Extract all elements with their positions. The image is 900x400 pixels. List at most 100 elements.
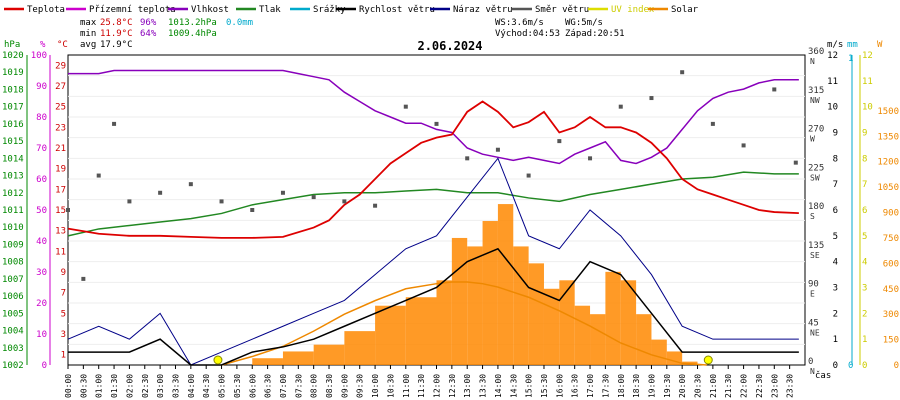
axis-press-tick-2: 1004 [2,327,24,337]
axis-solar-tick-6: 900 [883,209,899,219]
axis-wind-tick-0: 0 [833,361,838,371]
axis-solar-unit: W [877,40,883,50]
axis-uv-tick-7: 7 [862,180,867,190]
axis-temp-tick-10: 21 [55,144,66,154]
x-tick-label-37: 18:30 [632,374,641,398]
wind-direction-point-4 [127,199,132,204]
x-tick-label-18: 09:00 [340,374,349,398]
axis-wind-tick-7: 7 [833,180,838,190]
axis-uv-tick-1: 1 [862,335,867,345]
solar-bar-17 [590,314,606,365]
solar-bar-4 [344,331,376,365]
x-tick-label-3: 01:30 [110,374,119,398]
wind-direction-point-21 [649,96,654,101]
axis-dir-label-1: NE [810,328,820,337]
axis-dir-label-7: NW [810,96,820,105]
legend-label-6: Náraz větru [453,5,513,15]
axis-hum-unit: % [40,40,46,50]
axis-temp-tick-2: 5 [61,309,66,319]
axis-dir-tick-7: 315 [808,86,824,96]
axis-hum-tick-2: 20 [36,299,47,309]
axis-temp-tick-14: 29 [55,61,66,71]
solar-bar-3 [313,344,345,365]
wind-direction-point-25 [772,87,777,92]
axis-press-tick-4: 1006 [2,292,24,302]
x-tick-label-36: 18:00 [617,374,626,398]
axis-solar-tick-8: 1200 [877,158,899,168]
x-tick-label-11: 05:30 [233,374,242,398]
wind-direction-point-10 [311,195,316,200]
x-tick-label-38: 19:00 [647,374,656,398]
sun-marker-0 [213,355,223,365]
axis-uv-tick-0: 0 [862,361,867,371]
axis-temp-tick-1: 3 [61,330,66,340]
axis-press-tick-1: 1003 [2,344,24,354]
wind-direction-point-26 [793,160,798,165]
axis-dir-tick-8: 360 [808,47,824,57]
x-tick-label-6: 03:00 [156,374,165,398]
solar-bar-12 [513,246,529,365]
stat-min-press: 1009.4hPa [168,29,217,39]
stat-max-press: 1013.2hPa [168,18,217,28]
axis-wind-tick-8: 8 [833,154,838,164]
wind-info-wg: WG:5m/s [565,18,603,28]
axis-press-tick-6: 1008 [2,258,24,268]
stat-max-label: max [80,18,97,28]
solar-bar-14 [543,288,560,365]
axis-wind-tick-4: 4 [833,258,838,268]
axis-temp-tick-12: 25 [55,103,66,113]
axis-wind-tick-3: 3 [833,284,838,294]
axis-press-tick-18: 1020 [2,51,24,61]
axis-wind-tick-2: 2 [833,309,838,319]
stat-max-rain: 0.0mm [226,18,253,28]
x-tick-label-30: 15:00 [525,374,534,398]
x-tick-label-35: 17:30 [601,374,610,398]
solar-line [221,281,707,366]
axis-dir-label-6: W [810,135,815,144]
wind-direction-point-2 [96,173,101,178]
axis-temp-tick-3: 7 [61,289,66,299]
x-tick-label-26: 13:00 [463,374,472,398]
solar-bar-2 [282,351,314,365]
axis-uv-tick-8: 8 [862,154,867,164]
axis-hum-tick-6: 60 [36,175,47,185]
axis-hum-tick-1: 10 [36,330,47,340]
chart-title: 2.06.2024 [417,39,482,53]
axis-dir-label-0: N [810,367,815,376]
axis-wind-tick-5: 5 [833,232,838,242]
axis-wind-tick-1: 1 [833,335,838,345]
axis-hum-tick-8: 80 [36,113,47,123]
axis-press-tick-12: 1014 [2,154,24,164]
axis-solar-tick-3: 450 [883,285,899,295]
wind-direction-point-11 [342,199,347,204]
axis-press-tick-8: 1010 [2,223,24,233]
axis-dir-tick-1: 45 [808,318,819,328]
x-tick-label-31: 15:30 [540,374,549,398]
wind-direction-point-24 [741,143,746,148]
sun-marker-1 [703,355,713,365]
solar-bar-18 [605,271,621,365]
axis-hum-tick-9: 90 [36,82,47,92]
stat-min-label: min [80,29,96,39]
wind-direction-point-14 [434,121,439,126]
wind-direction-point-8 [250,208,255,212]
x-tick-label-7: 03:30 [171,374,180,398]
axis-wind-tick-12: 12 [827,51,838,61]
x-tick-label-43: 21:30 [724,374,733,398]
x-tick-label-21: 10:30 [386,374,395,398]
wind-direction-point-18 [557,139,562,144]
axis-press-tick-10: 1012 [2,189,24,199]
x-tick-label-24: 12:00 [433,374,442,398]
axis-uv-tick-10: 10 [862,103,873,113]
axis-dir-tick-5: 225 [808,163,824,173]
x-tick-label-13: 06:30 [264,374,273,398]
axis-press-tick-16: 1018 [2,85,24,95]
solar-bar-13 [528,263,544,365]
x-tick-label-9: 04:30 [202,374,211,398]
axis-solar-tick-7: 1050 [877,183,899,193]
axis-press-tick-3: 1005 [2,309,24,319]
axis-press-tick-15: 1017 [2,103,24,113]
stat-avg-temp: 17.9°C [100,40,133,50]
